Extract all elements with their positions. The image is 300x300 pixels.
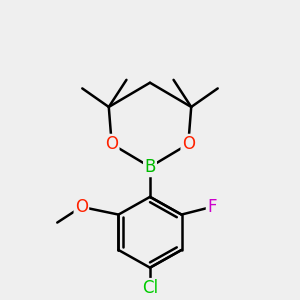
Text: Cl: Cl [142,279,158,297]
Text: O: O [182,135,195,153]
Text: B: B [144,158,156,176]
Text: F: F [207,198,217,216]
Text: O: O [75,198,88,216]
Text: O: O [105,135,118,153]
